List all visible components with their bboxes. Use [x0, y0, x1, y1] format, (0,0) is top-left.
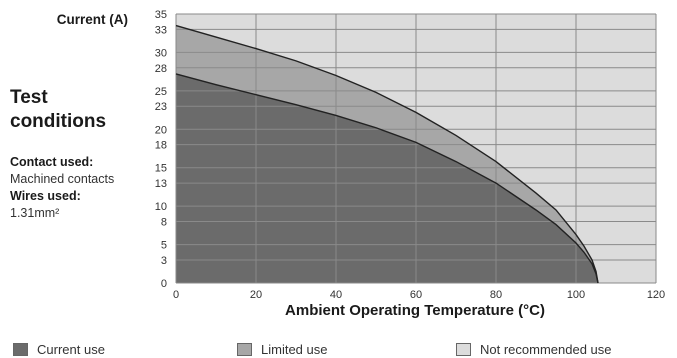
contact-used-label: Contact used:	[10, 155, 94, 169]
y-tick-label: 15	[155, 163, 167, 175]
wires-used-label: Wires used:	[10, 189, 81, 203]
y-tick-label: 0	[161, 278, 167, 290]
y-axis-label: Current (A)	[57, 12, 128, 27]
x-tick-label: 100	[567, 289, 585, 301]
legend-item-limited-use: Limited use	[237, 340, 327, 358]
y-tick-label: 30	[155, 47, 167, 59]
contact-used-value: Machined contacts	[10, 172, 115, 186]
legend-label: Not recommended use	[480, 341, 612, 357]
legend-item-current-use: Current use	[13, 340, 105, 358]
y-tick-label: 18	[155, 140, 167, 152]
current-use-area	[176, 73, 598, 283]
y-tick-label: 28	[155, 63, 167, 75]
y-tick-label: 13	[155, 178, 167, 190]
legend-label: Limited use	[261, 341, 328, 357]
heading-line-1: Test	[10, 87, 48, 108]
x-axis-label: Ambient Operating Temperature (°C)	[285, 302, 545, 319]
y-tick-label: 5	[161, 240, 167, 252]
x-tick-label: 60	[410, 289, 422, 301]
limited-use-swatch	[237, 342, 252, 356]
y-tick-label: 3	[161, 255, 167, 267]
heading-line-2: conditions	[10, 111, 107, 132]
legend-item-not-recommended-use: Not recommended use	[456, 340, 612, 358]
x-tick-label: 120	[647, 289, 665, 301]
y-tick-label: 8	[161, 217, 167, 229]
y-tick-label: 25	[155, 86, 167, 98]
x-tick-label: 40	[330, 289, 342, 301]
wires-used-value: 1.31mm²	[10, 206, 60, 220]
not-recommended-use-swatch	[456, 342, 471, 356]
y-tick-label: 33	[155, 24, 167, 36]
test-conditions-heading: Test conditions	[10, 86, 130, 134]
y-tick-label: 35	[155, 9, 167, 21]
x-tick-label: 80	[490, 289, 502, 301]
legend-label: Current use	[37, 341, 105, 357]
limited-use-curve	[175, 24, 599, 284]
y-tick-label: 10	[155, 201, 167, 213]
gridlines	[175, 13, 657, 284]
y-tick-label: 20	[155, 124, 167, 136]
current-use-swatch	[13, 342, 28, 356]
current-use-curve	[175, 73, 599, 284]
x-tick-label: 0	[173, 289, 179, 301]
y-tick-label: 23	[155, 101, 167, 113]
x-tick-label: 20	[250, 289, 262, 301]
